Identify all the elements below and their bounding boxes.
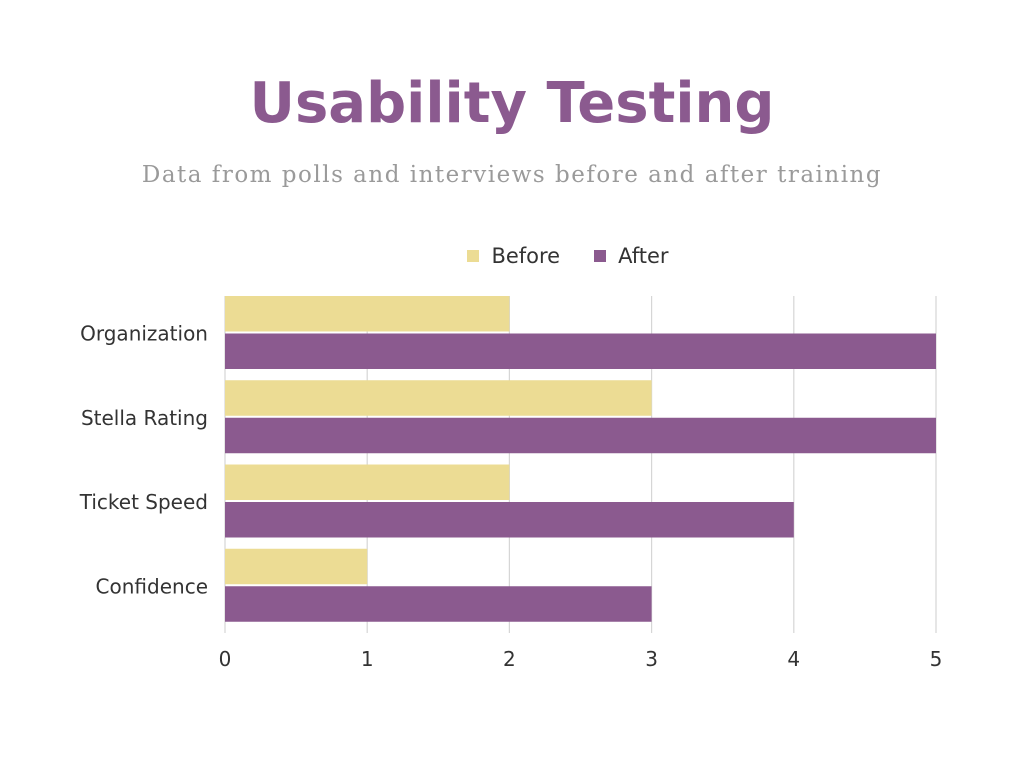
legend-item-before: Before xyxy=(467,244,560,268)
chart-legend: Before After xyxy=(0,244,1024,268)
x-tick-label-2: 2 xyxy=(503,647,516,671)
x-tick-label-1: 1 xyxy=(361,647,374,671)
legend-label-after: After xyxy=(618,244,669,268)
bar-before-stella-rating xyxy=(225,380,652,416)
legend-swatch-before xyxy=(467,250,480,262)
x-tick-label-5: 5 xyxy=(930,647,943,671)
x-tick-label-0: 0 xyxy=(219,647,232,671)
chart-subtitle: Data from polls and interviews before an… xyxy=(141,162,883,188)
chart-title: Usability Testing xyxy=(249,71,775,136)
category-label-stella-rating: Stella Rating xyxy=(81,406,208,430)
bar-after-organization xyxy=(225,333,936,369)
category-label-organization: Organization xyxy=(80,322,208,346)
legend-swatch-after xyxy=(594,250,607,262)
x-tick-label-3: 3 xyxy=(645,647,658,671)
bar-before-ticket-speed xyxy=(225,464,510,500)
bar-after-ticket-speed xyxy=(225,502,794,538)
bar-after-confidence xyxy=(225,586,652,622)
x-tick-label-4: 4 xyxy=(787,647,800,671)
bar-after-stella-rating xyxy=(225,417,936,454)
category-label-confidence: Confidence xyxy=(96,574,208,598)
category-label-ticket-speed: Ticket Speed xyxy=(79,490,208,514)
bar-before-organization xyxy=(225,296,510,332)
bar-before-confidence xyxy=(225,548,368,585)
legend-label-before: Before xyxy=(491,244,561,268)
legend-item-after: After xyxy=(594,244,669,268)
